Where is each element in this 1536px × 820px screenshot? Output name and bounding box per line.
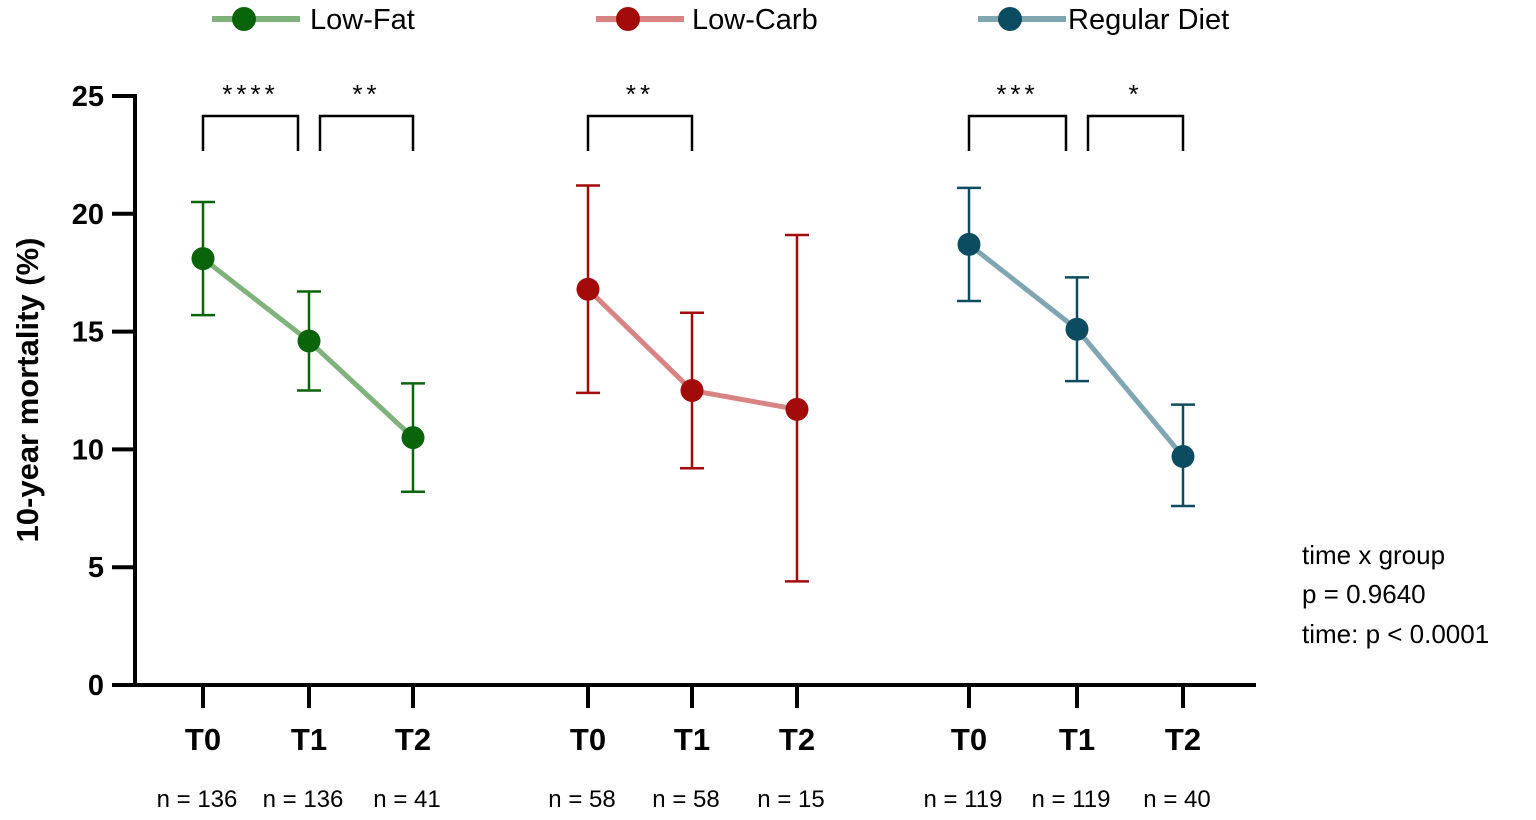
y-tick-label: 20 [72,199,104,231]
data-point [297,329,321,353]
significance-bracket [318,114,415,151]
x-tick-label: T2 [395,722,431,757]
legend-label: Regular Diet [1068,4,1229,36]
y-tick-label: 0 [88,670,104,702]
annotation-line: time x group [1302,540,1445,570]
annotation-line: time: p < 0.0001 [1302,619,1489,649]
data-point [191,247,215,271]
legend-label: Low-Carb [692,4,818,36]
significance-label: ** [626,79,654,109]
data-point [576,277,600,301]
significance-bracket [967,114,1068,151]
significance-label: * [1128,79,1142,109]
stats-annotation: time x group p = 0.9640 time: p < 0.0001 [1302,540,1489,649]
data-point [401,426,425,450]
n-label: n = 41 [373,786,440,813]
legend: Low-Fat Low-Carb Regular Diet [212,4,1229,36]
series-low-fat: **** ** [191,79,425,494]
significance-bracket [201,114,300,151]
significance-label: ** [352,79,380,109]
n-label: n = 58 [548,786,615,813]
data-point [1065,317,1089,341]
x-tick-label: T1 [291,722,327,757]
x-tick-label: T0 [185,722,221,757]
x-tick-label: T2 [779,722,815,757]
series-low-carb: ** [576,79,809,583]
y-tick-label: 10 [72,434,104,466]
series-regular-diet: *** * [957,79,1195,508]
x-tick-label: T1 [674,722,710,757]
legend-marker [232,7,256,31]
legend-marker [998,7,1022,31]
axes: 0 5 10 15 20 25 T0 n = 136 T1 n = 136 T2 n = 41 T0 n … [72,81,1256,813]
x-tick-label: T2 [1165,722,1201,757]
y-axis-label: 10-year mortality (%) [10,238,45,543]
plot-area: **** ** ** *** * [191,79,1195,583]
y-tick-label: 5 [88,552,104,584]
significance-label: **** [222,79,278,109]
n-label: n = 119 [1032,786,1111,813]
significance-label: *** [996,79,1038,109]
x-tick-label: T0 [570,722,606,757]
significance-bracket [586,114,694,151]
legend-marker [616,7,640,31]
n-label: n = 136 [263,786,344,813]
data-point [680,379,704,402]
significance-bracket [1086,114,1185,151]
n-label: n = 58 [652,786,719,813]
data-point [1171,444,1195,468]
n-label: n = 119 [924,786,1003,813]
n-label: n = 40 [1143,786,1210,813]
annotation-line: p = 0.9640 [1302,579,1426,609]
data-point [785,397,809,421]
n-label: n = 136 [157,786,238,813]
n-label: n = 15 [757,786,824,813]
x-tick-label: T0 [951,722,987,757]
data-point [957,232,981,256]
y-tick-label: 15 [72,317,104,349]
x-tick-label: T1 [1059,722,1095,757]
legend-label: Low-Fat [310,4,415,36]
y-tick-label: 25 [72,81,104,113]
